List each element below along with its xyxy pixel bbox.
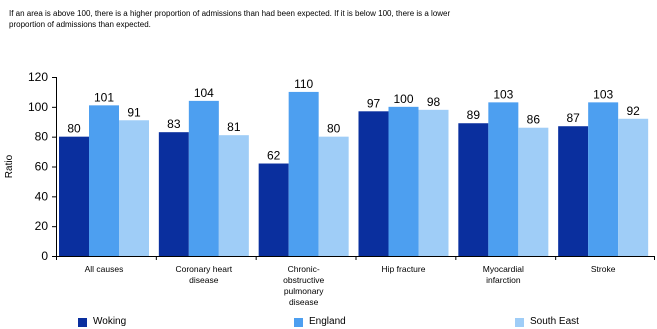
bar-value-label: 80: [327, 122, 341, 136]
bar: [358, 111, 389, 256]
bar-value-label: 103: [493, 87, 513, 101]
bar-value-label: 101: [94, 90, 114, 104]
bar: [158, 132, 189, 256]
bar-value-label: 98: [427, 95, 441, 109]
x-tick-label: Stroke: [591, 264, 616, 274]
legend-label-south-east: South East: [530, 316, 579, 327]
bar-value-label: 104: [194, 86, 214, 100]
legend-item-england: England: [294, 316, 346, 328]
description-line-2: proportion of admissions than expected.: [9, 20, 151, 29]
bar-value-label: 103: [593, 87, 613, 101]
legend-item-south-east: South East: [515, 316, 579, 328]
bar-chart: 0 20 40 60 80 100 120 Ratio 80 101 91 All causes 83 1…: [4, 70, 655, 307]
legend-item-woking: Woking: [78, 316, 126, 328]
y-tick-label: 100: [28, 100, 48, 114]
x-tick-label: Coronary heart: [175, 264, 232, 274]
x-tick-label: obstructive: [283, 275, 324, 285]
legend-swatch-south-east: [515, 317, 524, 327]
y-axis-title: Ratio: [4, 154, 15, 178]
bar: [488, 102, 519, 256]
x-tick-label: Myocardial: [483, 264, 524, 274]
chart-description: If an area is above 100, there is a high…: [9, 8, 649, 30]
bar: [288, 91, 319, 257]
y-tick-label: 0: [41, 249, 48, 263]
bar-value-label: 97: [367, 96, 381, 110]
bar-value-label: 100: [393, 92, 413, 106]
bar: [218, 135, 249, 256]
x-tick-label: disease: [289, 297, 319, 307]
x-tick-label: Chronic-: [288, 264, 320, 274]
bar-value-label: 110: [294, 77, 313, 91]
legend-swatch-woking: [78, 317, 87, 327]
y-tick-label: 40: [35, 189, 49, 203]
x-tick-label: disease: [189, 275, 219, 285]
bar: [59, 136, 89, 256]
bar: [188, 100, 219, 256]
bar: [388, 106, 419, 256]
bar-value-label: 62: [267, 149, 281, 163]
y-tick-label: 120: [28, 70, 48, 84]
bar: [618, 118, 649, 257]
x-tick-label: infarction: [486, 275, 521, 285]
bar-value-label: 80: [67, 122, 81, 136]
y-tick-label: 80: [35, 130, 49, 144]
bar-value-label: 87: [566, 111, 580, 125]
legend-label-woking: Woking: [93, 316, 127, 327]
bar: [318, 136, 349, 256]
x-tick-label: All causes: [85, 264, 124, 274]
bar: [119, 120, 149, 256]
bar: [458, 123, 489, 256]
bar-value-label: 86: [527, 113, 541, 127]
bar: [558, 126, 589, 256]
bar: [588, 102, 619, 256]
bar-value-label: 83: [167, 117, 181, 131]
x-tick-label: Hip fracture: [382, 264, 426, 274]
bar: [518, 127, 549, 256]
x-tick-label: pulmonary: [284, 286, 324, 296]
y-tick-label: 60: [35, 160, 49, 174]
legend-label-england: England: [309, 316, 346, 327]
bar-value-label: 81: [227, 120, 241, 134]
description-line-1: If an area is above 100, there is a high…: [9, 9, 451, 18]
bar-value-label: 89: [467, 108, 481, 122]
bar: [89, 105, 119, 256]
y-tick-label: 20: [35, 219, 49, 233]
bar-value-label: 92: [626, 104, 640, 118]
legend-swatch-england: [294, 317, 303, 327]
bar-value-label: 91: [127, 105, 141, 119]
bar: [418, 109, 449, 256]
bar: [258, 163, 289, 256]
